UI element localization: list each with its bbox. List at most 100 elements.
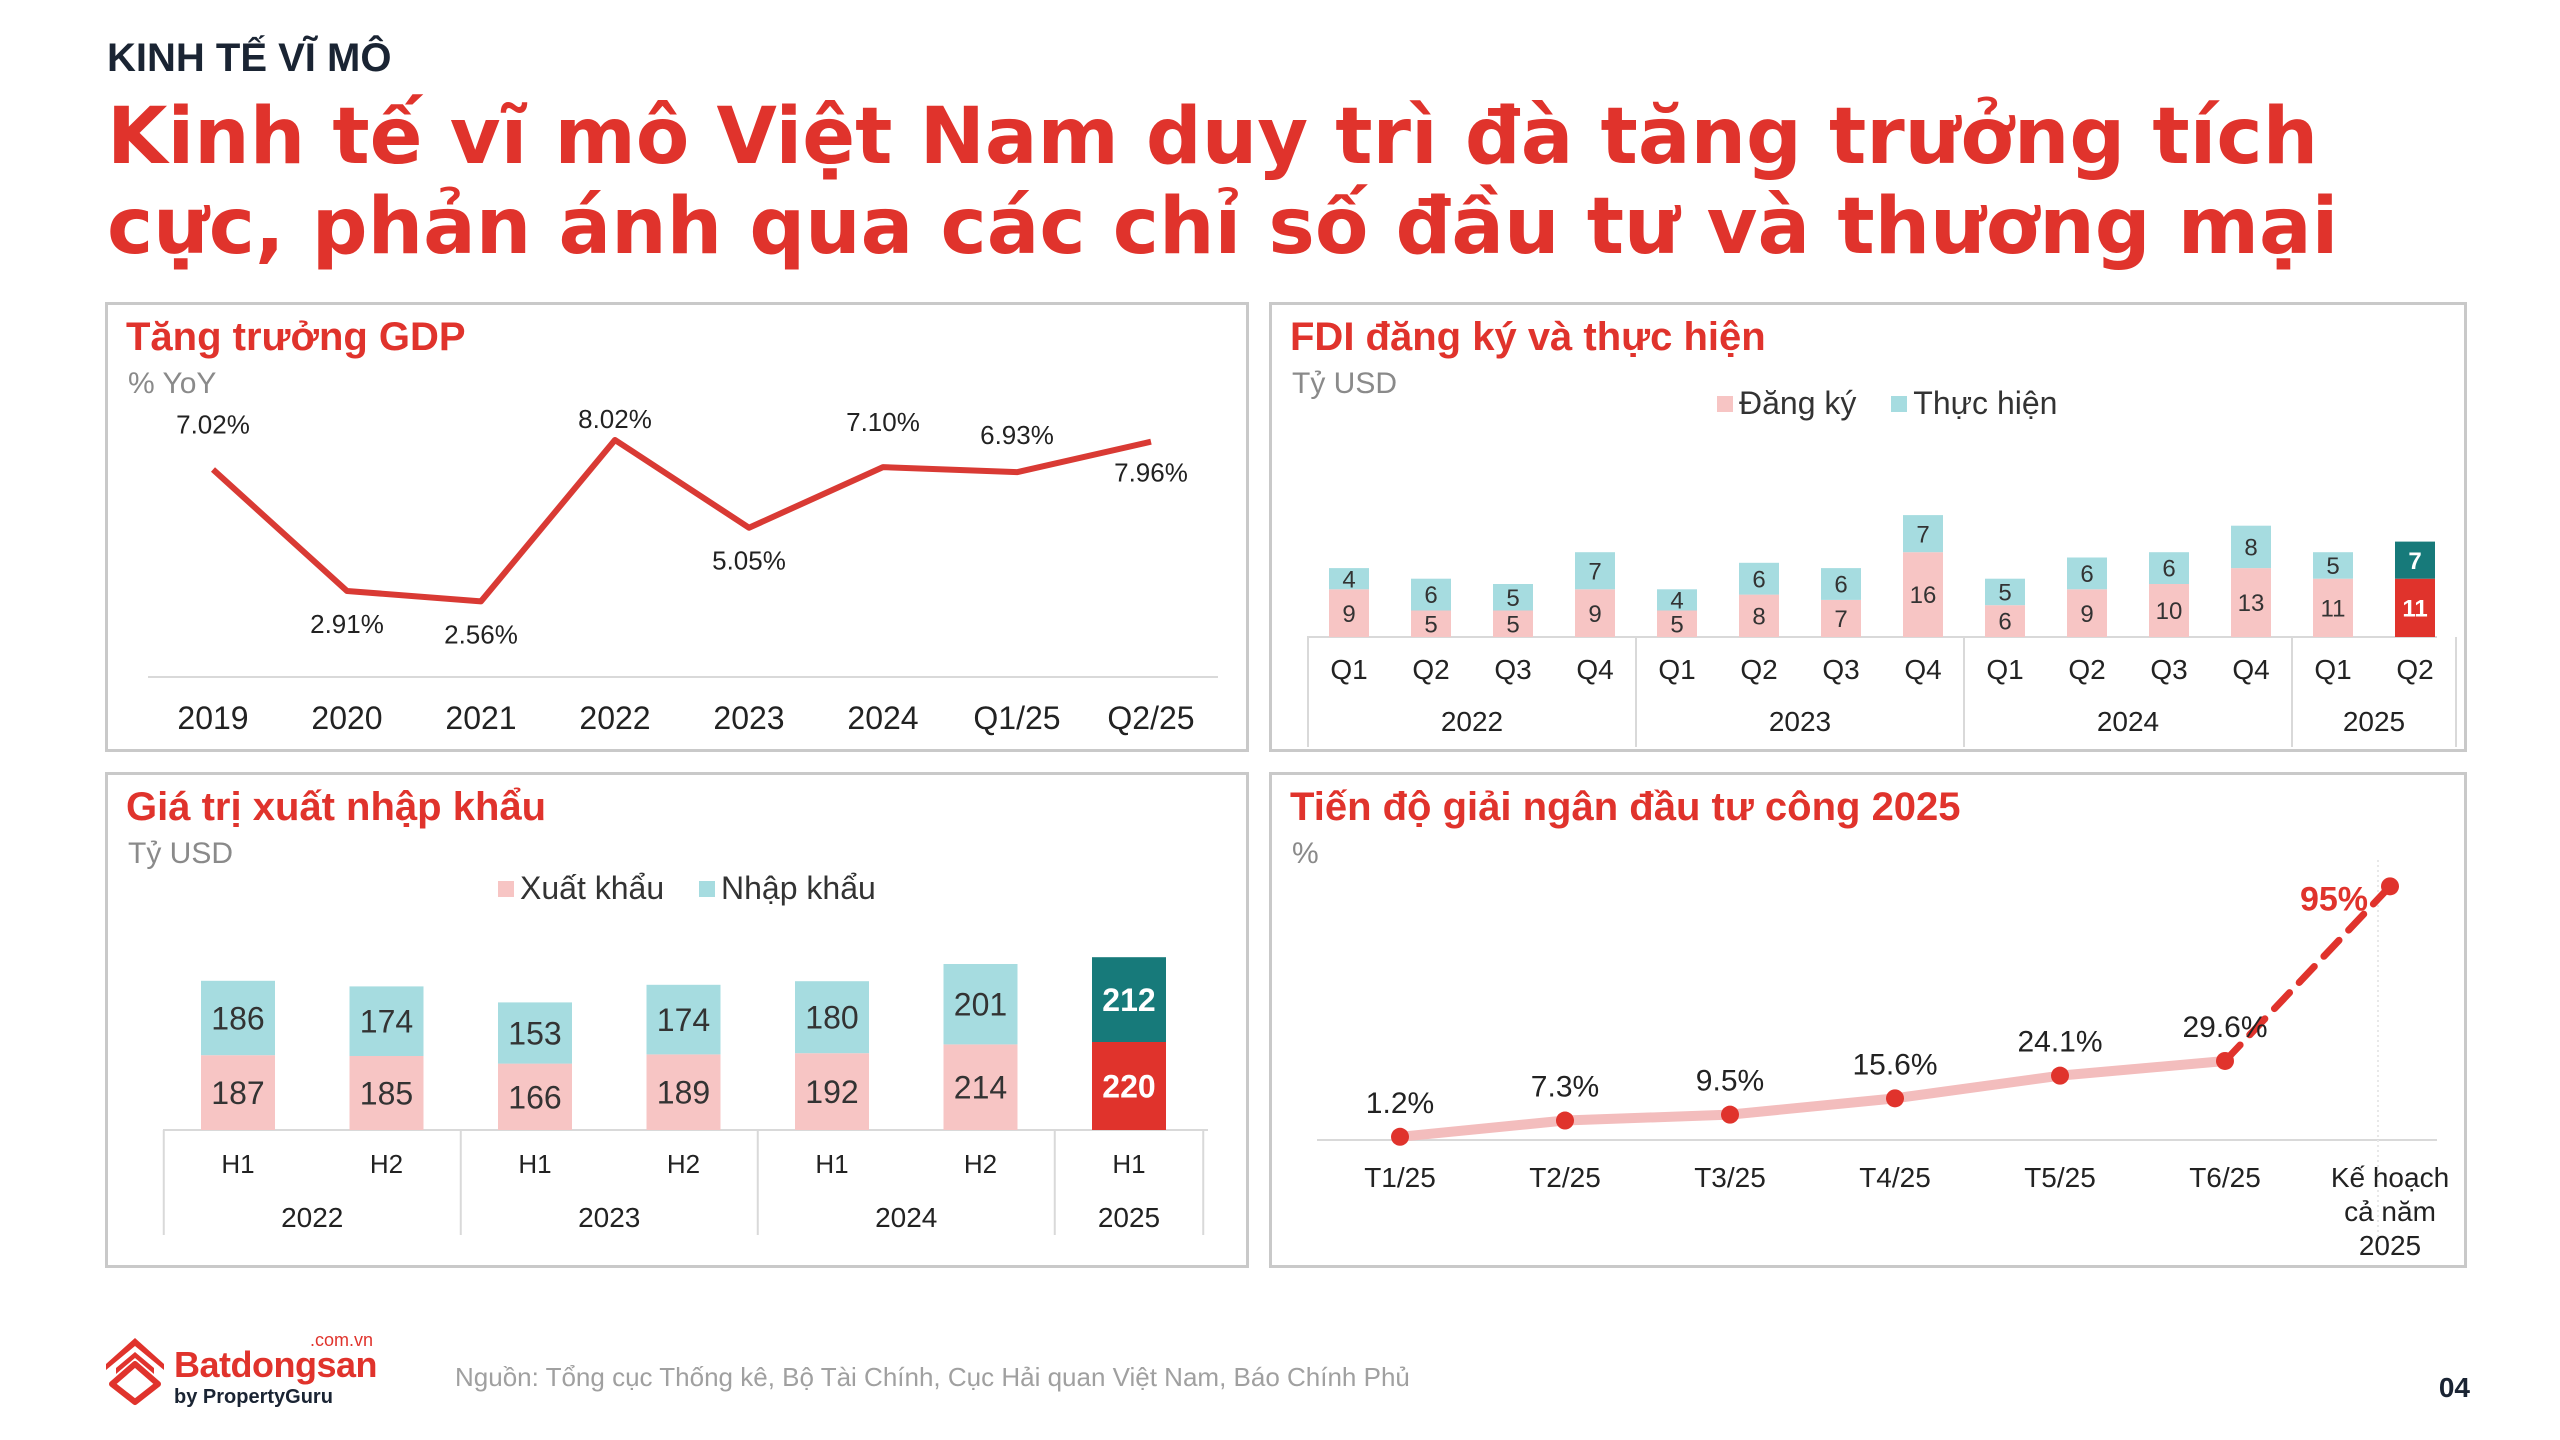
trade-value-label: 180 — [805, 1000, 858, 1036]
disbursement-tick-line: T3/25 — [1694, 1162, 1766, 1193]
fdi-bar-top — [2231, 525, 2271, 569]
fdi-bar-top — [2149, 552, 2189, 584]
fdi-tick-label: Q1 — [2314, 654, 2351, 685]
trade-bar-top — [201, 980, 275, 1056]
fdi-group-label: 2024 — [2097, 706, 2159, 737]
gdp-panel: 7.02% 2019 2.91% 2020 2.56% 2021 8.02% 2022 5.05… — [105, 302, 1249, 752]
disbursement-unit: % — [1292, 837, 1319, 870]
trade-unit: Tỷ USD — [128, 837, 233, 870]
fdi-tick-label: Q3 — [2150, 654, 2187, 685]
trade-bar-bottom — [646, 1054, 721, 1130]
fdi-value-label: 7 — [1834, 606, 1847, 633]
trade-value-label: 201 — [954, 987, 1007, 1023]
gdp-data-label: 2.56% — [444, 619, 518, 649]
disbursement-data-label: 29.6% — [2182, 1011, 2267, 1044]
disbursement-target-label: 95% — [2300, 880, 2368, 918]
gdp-data-label: 7.10% — [846, 407, 920, 437]
fdi-value-label: 7 — [1916, 521, 1929, 548]
fdi-tick-label: Q4 — [2232, 654, 2269, 685]
fdi-bar-bottom — [1821, 599, 1861, 637]
fdi-bar-top — [2313, 552, 2353, 579]
logo-domain: .com.vn — [310, 1330, 374, 1350]
fdi-bar-bottom — [1411, 610, 1451, 637]
trade-bar-top — [646, 984, 721, 1055]
fdi-value-label: 6 — [1998, 609, 2011, 636]
disbursement-point — [2051, 1066, 2069, 1085]
fdi-value-label: 4 — [1342, 566, 1355, 593]
fdi-tick-label: Q2 — [2068, 654, 2105, 685]
trade-legend-export: Xuất khẩu — [498, 870, 664, 906]
fdi-bar-top — [1657, 589, 1697, 611]
trade-value-label: 192 — [805, 1074, 858, 1110]
section-kicker: KINH TẾ VĨ MÔ — [107, 36, 392, 80]
fdi-value-label: 6 — [2162, 556, 2175, 583]
page-number: 04 — [2438, 1372, 2470, 1403]
disbursement-panel: 1.2% T1/25 7.3% T2/25 9.5% T3/25 15.6% T4/25 24.… — [1269, 772, 2467, 1268]
trade-value-label: 174 — [657, 1002, 710, 1038]
disbursement-title: Tiến độ giải ngân đầu tư công 2025 — [1290, 785, 1961, 829]
legend-swatch-teal — [699, 880, 715, 897]
fdi-unit: Tỷ USD — [1292, 367, 1397, 400]
trade-value-label: 174 — [360, 1004, 413, 1040]
trade-tick-label: H1 — [1112, 1149, 1145, 1179]
fdi-value-label: 6 — [1752, 566, 1765, 593]
disbursement-data-label: 9.5% — [1696, 1065, 1764, 1098]
disbursement-tick-line: T5/25 — [2024, 1162, 2096, 1193]
legend-swatch-pink — [498, 880, 514, 897]
gdp-data-label: 7.02% — [176, 410, 250, 440]
trade-legend: Xuất khẩu Nhập khẩu — [498, 870, 876, 907]
fdi-bar-top — [1821, 568, 1861, 600]
disbursement-point — [1721, 1105, 1739, 1124]
disbursement-tick-label: T1/25 — [1364, 1162, 1436, 1193]
fdi-value-label: 9 — [2080, 601, 2093, 628]
trade-bar-top — [349, 986, 424, 1056]
fdi-bar-bottom — [1329, 589, 1369, 637]
trade-value-label: 187 — [211, 1075, 264, 1111]
trade-bar-bottom — [795, 1053, 869, 1130]
fdi-bar-bottom — [2149, 584, 2189, 637]
fdi-tick-label: Q1 — [1986, 654, 2023, 685]
trade-bar-bottom — [943, 1044, 1018, 1130]
disbursement-tick-label: T4/25 — [1859, 1162, 1931, 1193]
trade-value-label: 166 — [508, 1079, 561, 1115]
fdi-value-label: 9 — [1342, 601, 1355, 628]
fdi-bar-top — [1739, 562, 1779, 595]
fdi-panel: 9 4 Q1 5 6 Q2 5 5 Q3 9 7 Q4 5 4 Q1 8 6 Q2 7 6 Q3 16 7 Q4 6 5 Q1 9 6 Q… — [1269, 302, 2467, 752]
trade-legend-export-label: Xuất khẩu — [520, 870, 665, 906]
gdp-tick-label: Q1/25 — [973, 700, 1060, 736]
gdp-line — [210, 436, 1152, 605]
page-title: Kinh tế vĩ mô Việt Nam duy trì đà tăng t… — [107, 92, 2339, 272]
trade-chart: 187 186 H1 185 174 H2 166 153 H1 189 174 H2 192 180 H1… — [162, 957, 1208, 1235]
trade-value-label: 153 — [508, 1016, 561, 1052]
gdp-tick-label: Q2/25 — [1107, 700, 1194, 736]
trade-title: Giá trị xuất nhập khẩu — [126, 785, 547, 829]
fdi-value-label: 13 — [2238, 590, 2265, 617]
disbursement-point — [2381, 877, 2399, 896]
fdi-value-label: 7 — [2408, 548, 2421, 575]
fdi-value-label: 9 — [1588, 601, 1601, 628]
fdi-value-label: 6 — [2080, 561, 2093, 588]
gdp-tick-label: 2024 — [847, 700, 918, 736]
trade-value-label: 186 — [211, 1001, 264, 1037]
fdi-value-label: 5 — [1998, 580, 2011, 607]
fdi-legend: Đăng ký Thực hiện — [1717, 385, 2057, 422]
house-logo-icon — [106, 1338, 164, 1405]
disbursement-tick-line: T1/25 — [1364, 1162, 1436, 1193]
disbursement-actual-line — [1395, 1055, 2230, 1142]
fdi-bar-highlight-bottom — [2395, 578, 2435, 637]
fdi-tick-label: Q2 — [2396, 654, 2433, 685]
trade-bar-top — [498, 1002, 572, 1064]
disbursement-chart: 1.2% T1/25 7.3% T2/25 9.5% T3/25 15.6% T4/25 24.… — [1317, 860, 2449, 1261]
fdi-tick-label: Q1 — [1330, 654, 1367, 685]
brand-logo[interactable]: .com.vn Batdongsan by PropertyGuru — [100, 1330, 400, 1410]
fdi-bar-bottom — [1985, 605, 2025, 637]
disbursement-data-label: 7.3% — [1531, 1071, 1599, 1104]
fdi-value-label: 10 — [2156, 598, 2183, 625]
fdi-bar-bottom — [1575, 589, 1615, 637]
trade-bar-top — [943, 964, 1018, 1045]
disbursement-tick-line: cả năm — [2344, 1196, 2436, 1227]
logo-tagline: by PropertyGuru — [174, 1386, 333, 1408]
fdi-bar-bottom — [2231, 568, 2271, 637]
fdi-tick-label: Q2 — [1412, 654, 1449, 685]
gdp-tick-label: 2021 — [445, 700, 516, 736]
